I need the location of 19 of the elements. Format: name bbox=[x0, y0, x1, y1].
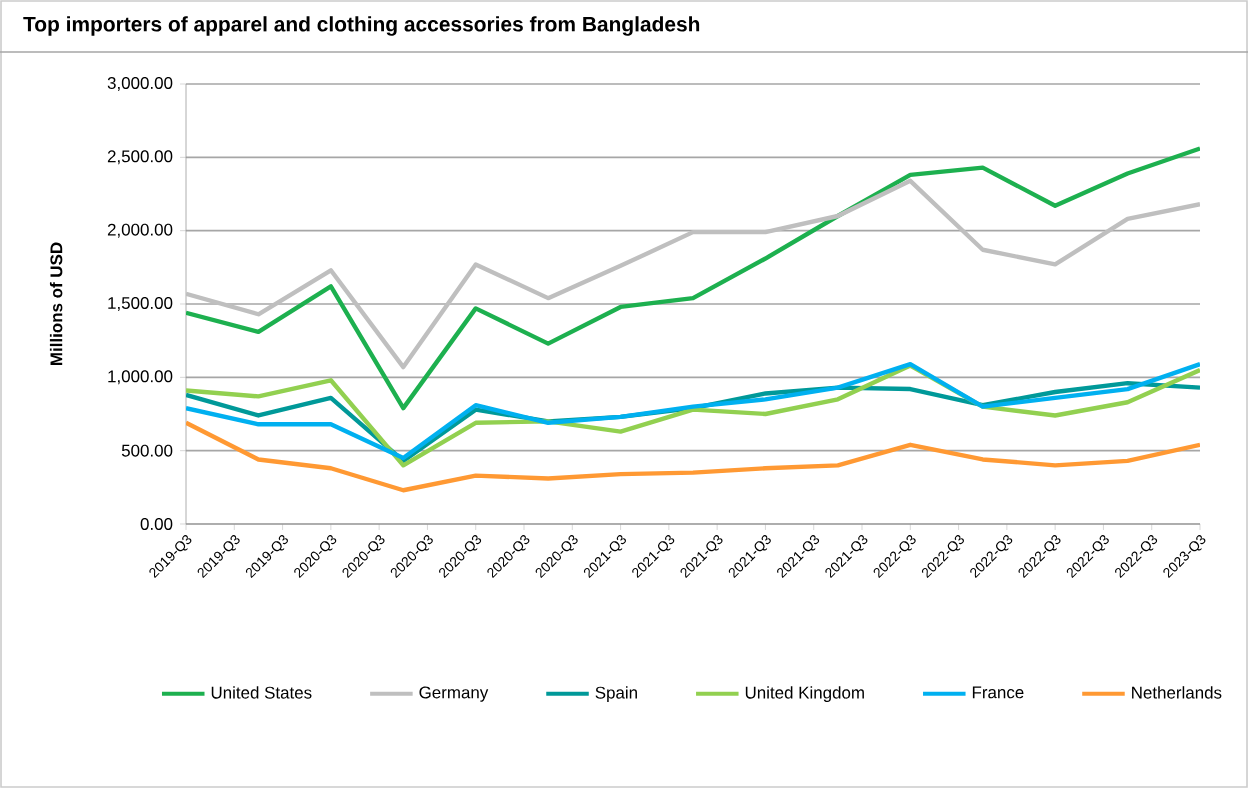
y-tick-label: 1,000.00 bbox=[108, 370, 173, 385]
legend-label: United States bbox=[211, 686, 312, 699]
line-series bbox=[186, 381, 1201, 464]
y-tick-label: 1,500.00 bbox=[108, 297, 173, 311]
legend-label: Netherlands bbox=[1132, 686, 1222, 699]
y-tick-label: 500.00 bbox=[121, 444, 173, 457]
legend-label: Germany bbox=[419, 686, 489, 702]
y-axis-title: Millions of USD bbox=[49, 242, 63, 365]
y-tick-label: 0.00 bbox=[140, 518, 173, 530]
y-tick-label: 2,500.00 bbox=[107, 150, 173, 165]
legend-label: United Kingdom bbox=[745, 686, 864, 702]
line-series bbox=[186, 146, 1201, 411]
line-series bbox=[186, 178, 1201, 370]
legend-label: Spain bbox=[595, 686, 637, 702]
y-tick-label: 3,000.00 bbox=[107, 77, 173, 91]
chart-title: Top importers of apparel and clothing accessories from Bangladesh bbox=[23, 16, 700, 36]
y-tick-label: 2,000.00 bbox=[107, 223, 173, 238]
line-series bbox=[186, 420, 1201, 493]
legend-label: France bbox=[972, 686, 1024, 699]
